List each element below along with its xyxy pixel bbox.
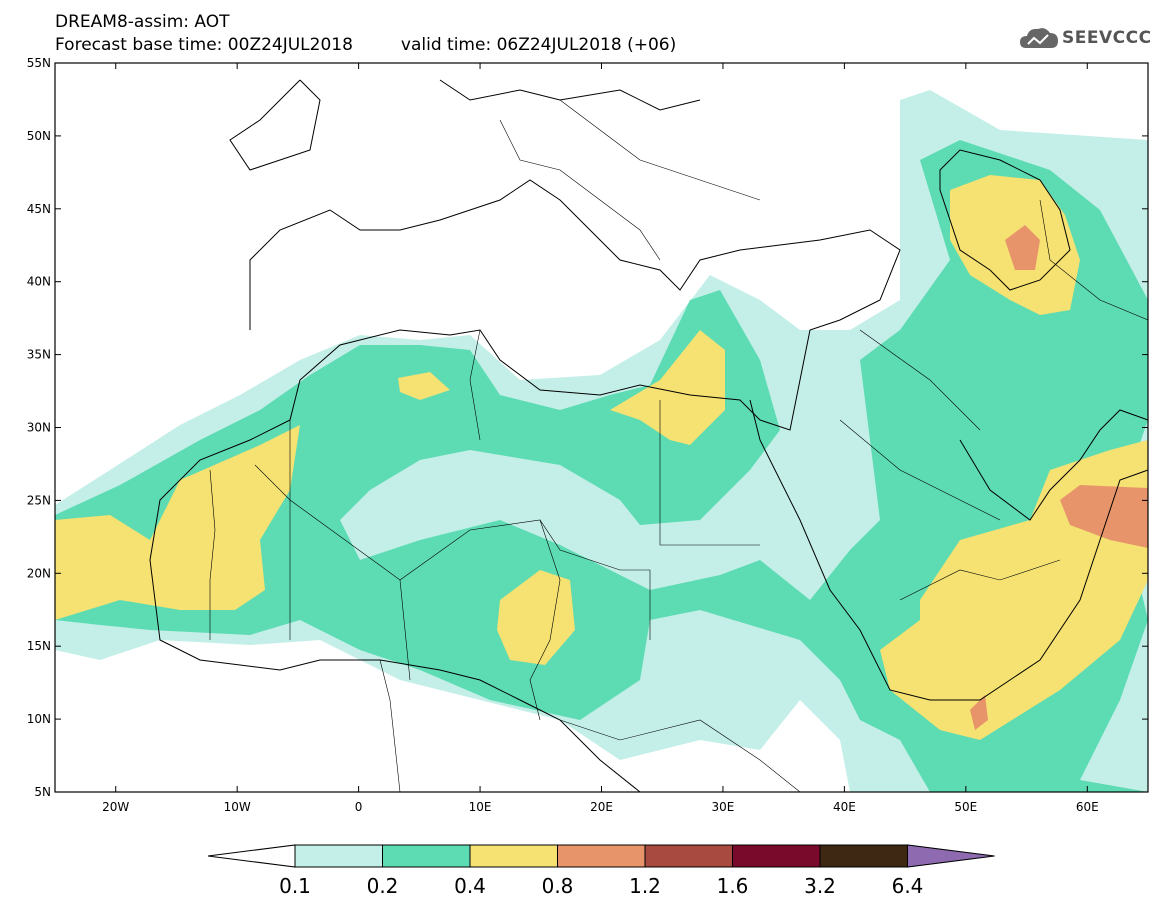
lon-axis: 20W 10W 0 10E 20E 30E 40E 50E 60E [102,63,1099,814]
aot-band-0.4-sahel [497,570,575,665]
logo-text: SEEVCCC [1062,28,1152,48]
lon-tick-label: 10E [469,800,492,814]
aot-band-0.8-yemen [970,695,988,730]
colorbar-swatch [819,844,908,868]
colorbar-underflow-triangle [207,844,296,868]
base-time-label: Forecast base time: 00Z24JUL2018 [55,35,353,55]
seevccc-logo: SEEVCCC [1018,24,1152,54]
colorbar-label: 6.4 [892,874,924,898]
lat-tick-label: 45N [27,202,51,216]
map-title: DREAM8-assim: AOT [55,12,230,32]
colorbar-swatch [732,844,821,868]
colorbar-label: 0.8 [542,874,574,898]
aot-band-0.4-atlas [398,372,450,400]
lon-tick-label: 10W [224,800,251,814]
colorbar-label: 3.2 [804,874,836,898]
lat-tick-label: 55N [27,56,51,70]
lon-tick-label: 20E [590,800,613,814]
colorbar-label: 0.2 [367,874,399,898]
aot-band-0.4-egypt [610,330,725,445]
borders [209,99,1148,792]
colorbar-swatch [469,844,558,868]
cloud-logo-icon [1020,28,1058,48]
colorbar-overflow-triangle [907,844,995,868]
colorbar-label: 0.4 [454,874,486,898]
lon-tick-label: 20W [102,800,129,814]
aot-field [55,90,1148,792]
aot-band-0.4-west [55,425,300,620]
aot-band-0.8-turkmen [1005,225,1040,270]
lat-tick-label: 5N [34,785,51,799]
lat-tick-label: 50N [27,129,51,143]
lat-tick-label: 40N [27,275,51,289]
lon-tick-label: 30E [712,800,735,814]
lon-tick-label: 0 [355,800,363,814]
lat-tick-label: 35N [27,348,51,362]
aot-band-0.2 [55,140,1148,792]
colorbar-swatch [294,844,383,868]
colorbar-label: 0.1 [279,874,311,898]
lat-axis: 5N 10N 15N 20N 25N 30N 35N 40N 45N 50N 55N [27,56,1148,799]
lon-tick-label: 50E [954,800,977,814]
lon-tick-label: 60E [1076,800,1099,814]
map-subtitle: Forecast base time: 00Z24JUL2018 valid ti… [55,35,676,55]
valid-time-label: valid time: 06Z24JUL2018 (+06) [400,35,677,55]
lat-tick-label: 20N [27,566,51,580]
colorbar-swatch [644,844,733,868]
lat-tick-label: 10N [27,712,51,726]
lat-tick-label: 15N [27,639,51,653]
colorbar-label: 1.6 [717,874,749,898]
colorbar-swatch [382,844,471,868]
lat-tick-label: 25N [27,493,51,507]
colorbar-label: 1.2 [629,874,661,898]
colorbar-swatch [557,844,646,868]
lat-tick-label: 30N [27,421,51,435]
lon-tick-label: 40E [833,800,856,814]
aot-band-0.8-oman [1060,485,1148,548]
